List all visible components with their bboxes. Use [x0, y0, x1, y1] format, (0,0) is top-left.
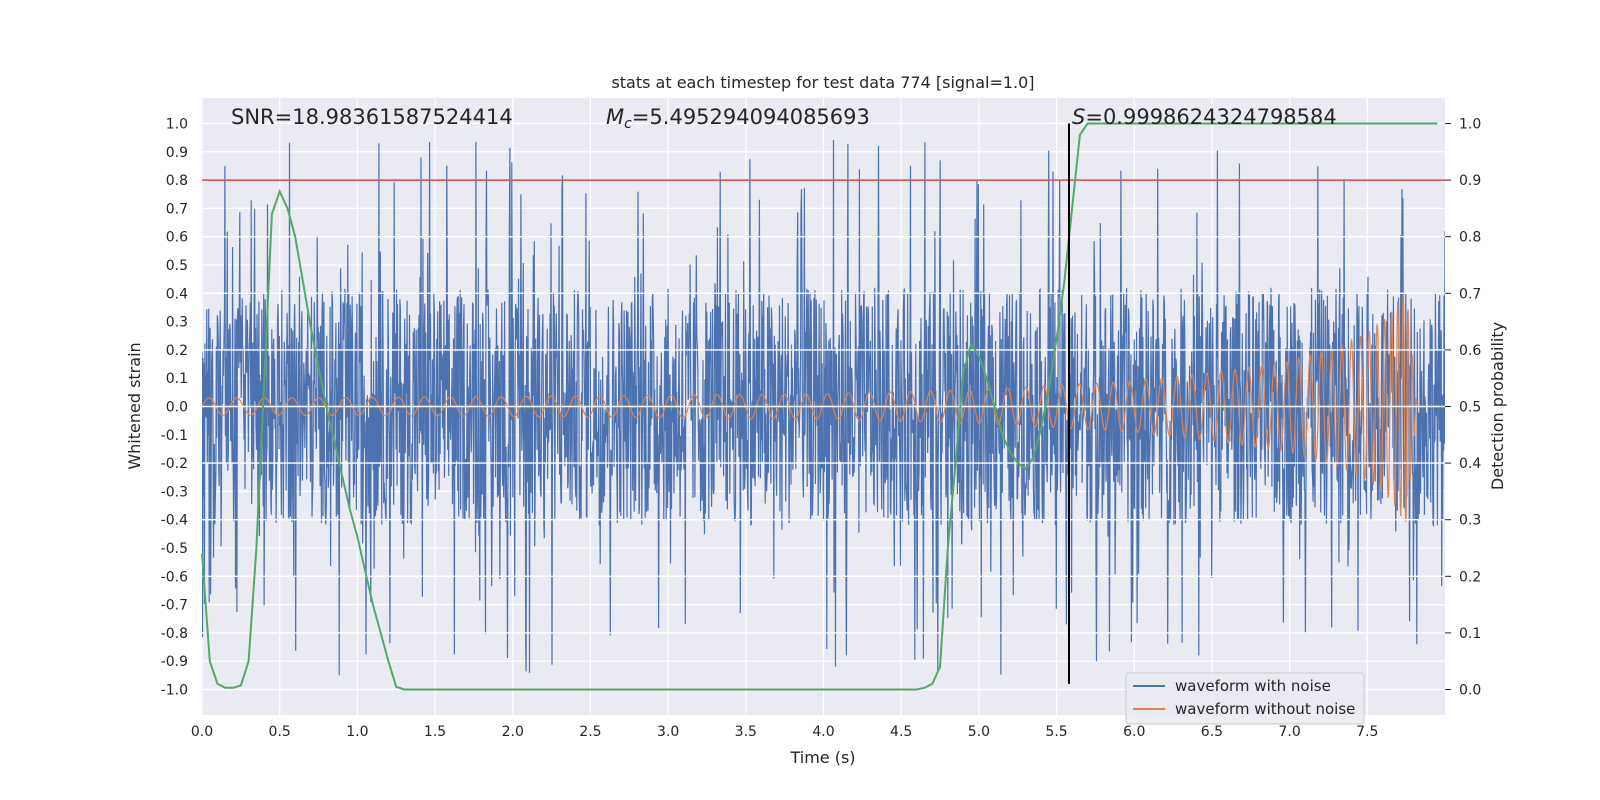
x-tick-label: 1.5 — [424, 724, 446, 740]
x-tick-label: 2.5 — [579, 724, 601, 740]
s-annotation: S=0.9998624324798584 — [1072, 105, 1337, 129]
ticks: 0.0 0.5 1.0 1.5 2.0 2.5 3.0 3.5 4.0 4.5 5.0 5.5 6.0 6… — [161, 116, 1482, 740]
x-tick-label: 6.0 — [1123, 724, 1145, 740]
x-axis-title: Time (s) — [789, 748, 855, 767]
y-tick-label: 0.9 — [166, 145, 188, 161]
x-tick-label: 0.0 — [191, 724, 213, 740]
y2-tick-label: 0.6 — [1459, 343, 1481, 359]
y-tick-label: -0.8 — [161, 626, 188, 642]
y2-tick-label: 0.8 — [1459, 230, 1481, 246]
x-tick-label: 4.5 — [890, 724, 912, 740]
legend-box — [1125, 672, 1365, 725]
x-tick-label: 6.5 — [1201, 724, 1223, 740]
y-tick-label: -0.3 — [161, 484, 188, 500]
mc-annotation: Mc=5.495294094085693 — [606, 105, 870, 132]
y-tick-label: 0.0 — [166, 400, 188, 416]
s-value: =0.9998624324798584 — [1085, 105, 1336, 129]
x-tick-label: 3.5 — [735, 724, 757, 740]
x-tick-label: 1.0 — [346, 724, 368, 740]
y2-tick-label: 0.0 — [1459, 683, 1481, 699]
y-tick-label: 0.6 — [166, 230, 188, 246]
y-tick-label: 0.7 — [166, 201, 188, 217]
x-tick-label: 4.0 — [812, 724, 834, 740]
x-tick-label: 0.5 — [269, 724, 291, 740]
y2-tick-label: 0.5 — [1459, 400, 1481, 416]
y2-tick-label: 0.4 — [1459, 456, 1481, 472]
y-tick-label: -0.7 — [161, 598, 188, 614]
x-tick-label: 5.5 — [1045, 724, 1067, 740]
y2-axis-title: Detection probability — [1488, 322, 1507, 490]
x-tick-label: 2.0 — [502, 724, 524, 740]
y-tick-label: -0.5 — [161, 541, 188, 557]
plot-area — [202, 139, 1445, 676]
y2-tick-label: 0.1 — [1459, 626, 1481, 642]
series-detection-probability — [201, 122, 1438, 691]
series-waveform-without-noise — [202, 294, 1445, 522]
overlay — [201, 122, 1445, 691]
x-tick-label: 3.0 — [657, 724, 679, 740]
y-tick-label: 0.3 — [166, 315, 188, 331]
y-tick-label: -0.6 — [161, 569, 188, 585]
mc-value: =5.495294094085693 — [632, 105, 870, 129]
series-waveform-with-noise — [202, 139, 1445, 676]
y-tick-label: 0.8 — [166, 173, 188, 189]
y-tick-label: -0.4 — [161, 513, 188, 529]
y-tick-label: 1.0 — [166, 116, 188, 132]
y-tick-label: -0.9 — [161, 654, 188, 670]
legend: waveform with noise waveform without noi… — [1125, 672, 1365, 725]
legend-label-clean: waveform without noise — [1175, 700, 1355, 718]
y2-tick-label: 0.3 — [1459, 513, 1481, 529]
y2-tick-label: 1.0 — [1459, 116, 1481, 132]
y-tick-label: 0.1 — [166, 371, 188, 387]
y-tick-label: -0.1 — [161, 428, 188, 444]
x-tick-label: 7.0 — [1278, 724, 1300, 740]
y-tick-label: 0.4 — [166, 286, 188, 302]
chart-title: stats at each timestep for test data 774… — [611, 73, 1034, 92]
y-tick-label: 0.5 — [166, 258, 188, 274]
y-tick-label: 0.2 — [166, 343, 188, 359]
snr-annotation: SNR=18.98361587524414 — [231, 105, 513, 129]
y-tick-label: -1.0 — [161, 683, 188, 699]
y2-tick-label: 0.9 — [1459, 173, 1481, 189]
y-tick-label: -0.2 — [161, 456, 188, 472]
y2-tick-label: 0.7 — [1459, 286, 1481, 302]
y-axis-title: Whitened strain — [125, 342, 144, 469]
y2-tick-label: 0.2 — [1459, 569, 1481, 585]
mc-subscript: c — [624, 116, 632, 132]
legend-label-noise: waveform with noise — [1175, 677, 1331, 695]
mc-symbol: M — [606, 105, 624, 129]
x-tick-label: 7.5 — [1356, 724, 1378, 740]
s-symbol: S — [1072, 105, 1085, 129]
x-tick-label: 5.0 — [968, 724, 990, 740]
